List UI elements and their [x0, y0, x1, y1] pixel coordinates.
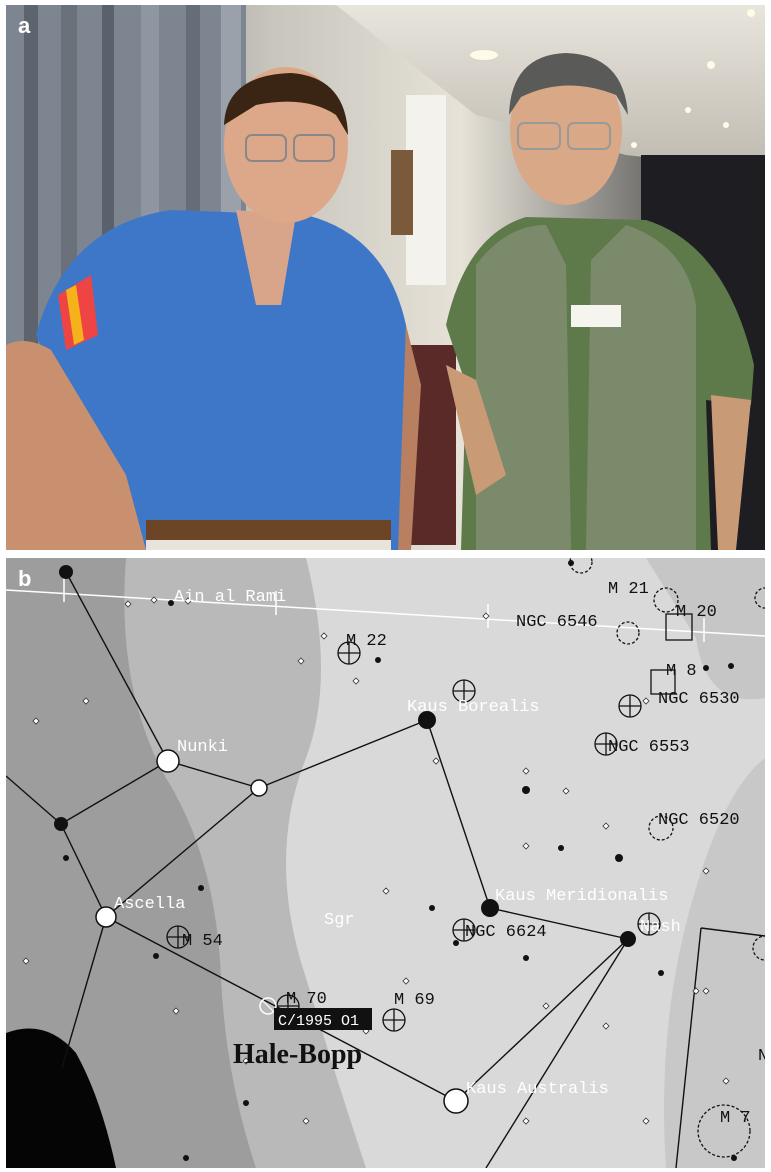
label-kaus-borealis: Kaus Borealis: [407, 698, 540, 717]
small-stars-white: [22, 596, 730, 1125]
label-nash: Nash: [640, 918, 681, 937]
label-kaus-meridionalis: Kaus Meridionalis: [495, 887, 668, 906]
star-kaus-borealis: [418, 711, 436, 729]
label-ngc6530: NGC 6530: [658, 690, 740, 709]
label-nunki: Nunki: [177, 738, 228, 757]
label-m8: M 8: [666, 662, 697, 681]
label-m54: M 54: [182, 932, 223, 951]
milky-way-dark: [6, 558, 256, 1168]
label-kaus-australis: Kaus Australis: [466, 1080, 609, 1099]
star-ascella: [95, 906, 117, 928]
label-ngc6546: NGC 6546: [516, 613, 598, 632]
man-right: [446, 53, 754, 550]
star-tau-sgr: [250, 779, 268, 797]
photo-panel: a: [6, 5, 765, 550]
comet-designation: C/1995 O1: [278, 1013, 359, 1030]
man-left: [6, 67, 421, 550]
label-m22: M 22: [346, 632, 387, 651]
comet-tag-box: [274, 1008, 372, 1030]
star-kaus-meridionalis: [481, 899, 499, 917]
star-nunki: [156, 749, 180, 773]
comet-marker: [259, 997, 277, 1015]
label-m69: M 69: [394, 991, 435, 1010]
named-stars: [54, 565, 636, 1114]
photograph: [6, 5, 765, 550]
star-phi-sgr: [54, 817, 68, 831]
label-sgr: Sgr: [324, 911, 355, 930]
label-ascella: Ascella: [114, 895, 185, 914]
label-ngc6553: NGC 6553: [608, 738, 690, 757]
constellation-lines: [6, 571, 765, 1168]
label-m7: M 7: [720, 1109, 751, 1128]
panel-b-label: b: [18, 566, 32, 591]
star-kaus-australis: [443, 1088, 469, 1114]
label-ngc6520: NGC 6520: [658, 811, 740, 830]
small-stars-black: [63, 560, 737, 1161]
ceiling-lights: [470, 9, 755, 148]
label-m20: M 20: [676, 603, 717, 622]
label-m70: M 70: [286, 990, 327, 1009]
star-map-panel: C/1995 O1 Hale-Bopp Ain al Rami Nunki As…: [6, 558, 765, 1168]
label-ain-al-rami: Ain al Rami: [174, 588, 286, 607]
panel-a-label: a: [18, 13, 31, 38]
milky-way-right-band: [664, 758, 765, 1168]
star-nash: [620, 931, 636, 947]
label-ngc6624: NGC 6624: [465, 923, 547, 942]
label-edge-fragment: N: [758, 1047, 765, 1066]
dark-nebula: [6, 1028, 116, 1168]
comet-name: Hale-Bopp: [233, 1039, 362, 1070]
comet-marker-cross: [261, 999, 275, 1013]
star-map: C/1995 O1 Hale-Bopp Ain al Rami Nunki As…: [6, 558, 765, 1168]
ecliptic-line: [6, 589, 765, 637]
deep-sky-objects: [166, 558, 765, 1158]
label-m21: M 21: [608, 580, 649, 599]
wall-plaque: [391, 150, 413, 235]
star-top-left: [59, 565, 73, 579]
